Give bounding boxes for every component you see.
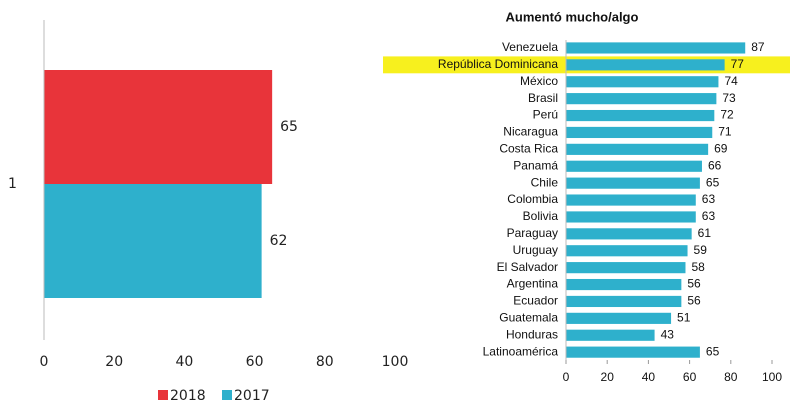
bar — [566, 312, 672, 324]
x-tick-label: 20 — [105, 354, 123, 370]
bar — [566, 93, 717, 105]
bar — [566, 346, 700, 358]
data-label: 59 — [694, 243, 708, 257]
data-label: 56 — [687, 294, 701, 308]
y-tick-label: Perú — [533, 108, 558, 122]
bar — [44, 70, 273, 184]
y-tick-label: Uruguay — [513, 243, 558, 257]
y-tick-label: Panamá — [513, 158, 558, 172]
bar — [566, 177, 700, 189]
data-label: 58 — [691, 260, 705, 274]
right-chart: Aumentó mucho/algo Venezuela 87 República … — [383, 9, 790, 384]
y-tick-label: República Dominicana — [438, 57, 558, 71]
x-tick-label: 0 — [40, 354, 49, 370]
data-label: 73 — [722, 91, 736, 105]
x-tick-label: 20 — [601, 370, 615, 384]
x-tick-label: 60 — [683, 370, 697, 384]
y-tick-label: Guatemala — [499, 311, 558, 325]
y-tick-label: Venezuela — [502, 40, 558, 54]
bar — [566, 211, 696, 223]
x-tick-label: 40 — [175, 354, 193, 370]
data-label: 77 — [731, 57, 745, 71]
data-label: 66 — [708, 158, 722, 172]
legend-label: 2018 — [170, 388, 206, 403]
y-tick-label: Bolivia — [523, 209, 559, 223]
x-tick-label: 0 — [563, 370, 570, 384]
bar — [566, 228, 692, 240]
y-tick-label: 1 — [8, 176, 17, 192]
bar — [566, 109, 715, 122]
data-label: 65 — [280, 119, 298, 135]
y-tick-label: Nicaragua — [503, 125, 558, 139]
y-tick-label: Latinoamérica — [483, 344, 559, 358]
bar — [566, 59, 725, 71]
y-tick-label: Ecuador — [513, 294, 558, 308]
x-tick-label: 40 — [642, 370, 656, 384]
chart-title: Aumentó mucho/algo — [506, 9, 639, 24]
y-tick-label: México — [520, 74, 558, 88]
data-label: 62 — [270, 233, 288, 249]
data-label: 65 — [706, 175, 720, 189]
bar — [566, 160, 702, 172]
y-tick-label: Colombia — [507, 192, 558, 206]
bar — [566, 262, 686, 274]
y-tick-label: Paraguay — [507, 226, 558, 240]
y-tick-label: Brasil — [528, 91, 558, 105]
legend-swatch — [158, 390, 168, 400]
data-label: 63 — [702, 192, 716, 206]
legend-label: 2017 — [234, 388, 270, 403]
bar — [44, 184, 262, 298]
y-tick-label: Argentina — [507, 277, 559, 291]
data-label: 65 — [706, 344, 720, 358]
data-label: 74 — [724, 74, 738, 88]
legend-swatch — [222, 390, 232, 400]
y-tick-label: El Salvador — [497, 260, 558, 274]
x-tick-label: 80 — [316, 354, 334, 370]
data-label: 63 — [702, 209, 716, 223]
x-tick-label: 60 — [246, 354, 264, 370]
data-label: 87 — [751, 40, 765, 54]
data-label: 43 — [661, 327, 675, 341]
bar — [566, 245, 688, 257]
bar — [566, 194, 696, 206]
y-tick-label: Honduras — [506, 327, 558, 341]
bar — [566, 126, 713, 139]
bar — [566, 295, 682, 308]
x-tick-label: 100 — [762, 370, 782, 384]
y-tick-label: Chile — [531, 175, 559, 189]
bar — [566, 278, 682, 291]
x-tick-label: 100 — [382, 354, 409, 370]
left-chart: 1 65 62 0 20 40 60 80 100 2018 2017 — [8, 20, 408, 403]
data-label: 56 — [687, 277, 701, 291]
data-label: 71 — [718, 125, 732, 139]
bar — [566, 42, 746, 54]
data-label: 61 — [698, 226, 712, 240]
y-tick-label: Costa Rica — [499, 142, 558, 156]
data-label: 51 — [677, 311, 691, 325]
bar — [566, 76, 719, 88]
bar — [566, 143, 709, 155]
data-label: 72 — [720, 108, 734, 122]
data-label: 69 — [714, 142, 728, 156]
bar — [566, 329, 655, 341]
x-tick-label: 80 — [724, 370, 738, 384]
